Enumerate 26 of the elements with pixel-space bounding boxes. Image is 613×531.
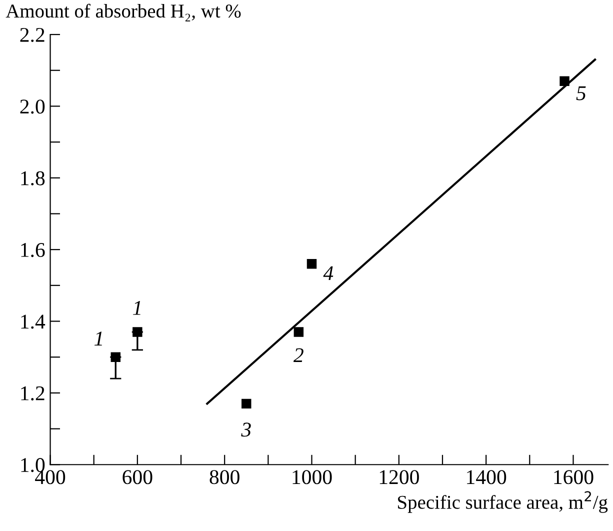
x-axis-title: Specific surface area, m$^{2}$/g: [398, 491, 608, 513]
y-tick-label: 1.4: [21, 314, 46, 329]
y-tick-label: 1.0: [21, 458, 45, 472]
y-tick-label: 2.0: [20, 100, 45, 114]
point: [560, 76, 570, 86]
annotation: 3: [241, 422, 251, 437]
annotation: 1: [132, 301, 140, 315]
x-tick-label: 400: [35, 470, 66, 484]
annotation: 5: [576, 86, 586, 100]
y-tick-label: 2.2: [20, 28, 44, 42]
annotation: 2: [293, 348, 304, 362]
x-tick-label: 800: [210, 470, 240, 484]
x-tick-label: 1400: [467, 470, 506, 484]
annotation: 4: [323, 266, 334, 280]
y-tick-label: 1.8: [21, 171, 45, 186]
y-tick-label: 1.2: [21, 386, 44, 400]
x-tick-label: 600: [122, 470, 152, 484]
x-tick-label: 1000: [292, 470, 332, 484]
point: [242, 398, 252, 409]
y-tick-label: 1.6: [21, 243, 45, 258]
point: [294, 327, 304, 337]
x-tick-label: 1200: [380, 470, 419, 484]
x-tick-label: 1600: [554, 470, 594, 484]
point: [306, 259, 317, 269]
y-axis-title: Amount of absorbed H₂, wt %: [6, 4, 241, 22]
annotation: 1: [94, 332, 102, 346]
